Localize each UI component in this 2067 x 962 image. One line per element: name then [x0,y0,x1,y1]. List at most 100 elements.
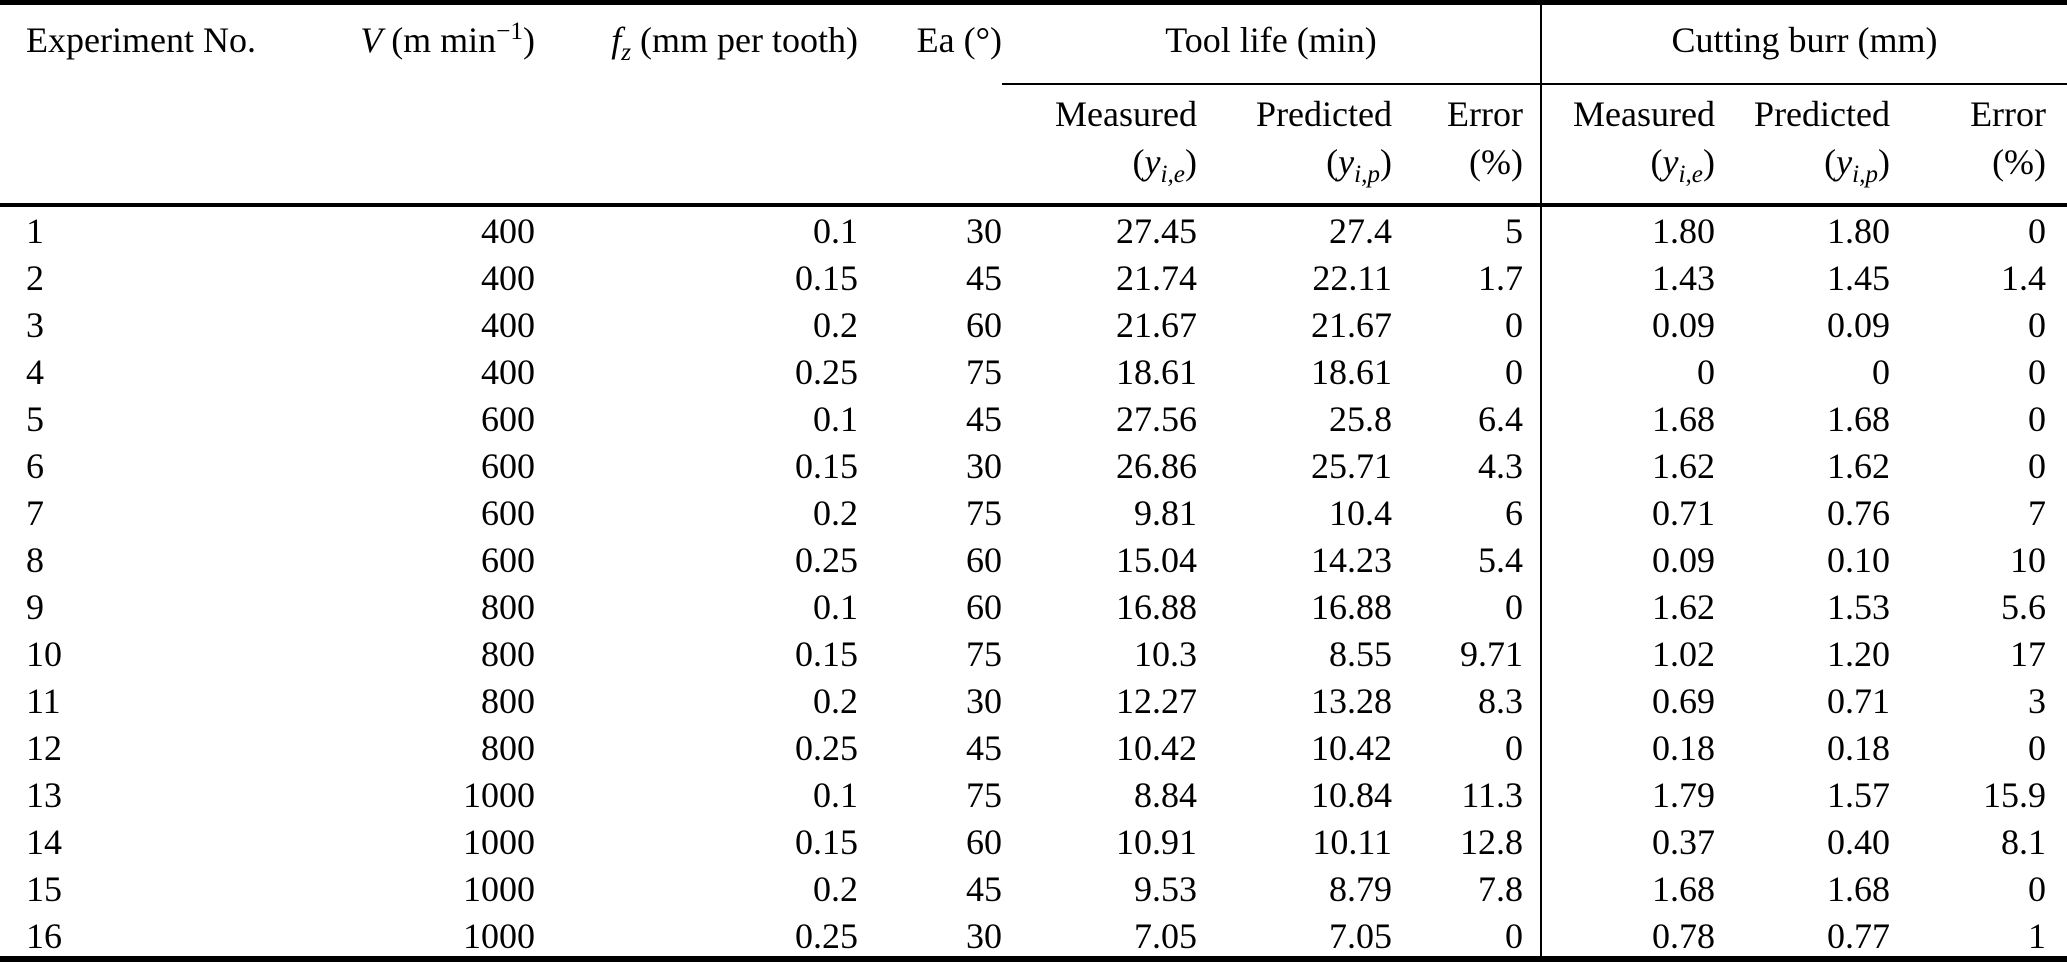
table-row: 10 800 0.15 75 10.3 8.55 9.71 1.02 1.20 17 [0,630,2067,677]
fz-symbol: f [611,20,622,60]
cell-tl-measured: 9.81 [1134,492,1197,533]
math-sub-ie: i,e [1678,161,1703,189]
cell-tl-measured: 8.84 [1134,774,1197,815]
table-row: 3 400 0.2 60 21.67 21.67 0 0.09 0.09 0 [0,301,2067,348]
cell-cb-error: 0 [2028,304,2047,345]
cell-cb-error: 10 [2010,539,2047,580]
cell-tl-measured: 7.05 [1134,915,1197,956]
cell-tl-measured: 26.86 [1116,445,1197,486]
cell-tl-measured: 10.42 [1116,727,1197,768]
cell-tl-measured: 9.53 [1134,868,1197,909]
col-header-ea: Ea (°) [858,2,1002,207]
cell-cb-measured: 0.71 [1652,492,1715,533]
cell-exp-no: 10 [26,633,62,674]
sub-header-cb-measured-label: Measured [1573,94,1715,134]
col-header-experiment-no-label: Experiment No. [26,20,256,60]
cell-cb-predicted: 0.40 [1827,821,1890,862]
math-paren: ( [1326,142,1339,182]
cell-tl-predicted: 7.05 [1329,915,1392,956]
cell-fz: 0.25 [795,539,858,580]
cell-fz: 0.15 [795,821,858,862]
cell-v: 800 [481,727,535,768]
cell-cb-error: 0 [2028,351,2047,392]
cell-tl-predicted: 10.4 [1329,492,1392,533]
sub-header-tl-measured: Measured [1002,84,1197,135]
math-paren: ( [1650,142,1663,182]
cell-ea: 45 [966,398,1002,439]
cell-cb-measured: 1.68 [1652,398,1715,439]
cell-v: 600 [481,539,535,580]
cell-tl-error: 5.4 [1392,536,1542,583]
cell-tl-predicted: 16.88 [1311,586,1392,627]
math-paren: ( [1824,142,1837,182]
cell-tl-error: 6 [1392,489,1542,536]
cell-v: 800 [481,680,535,721]
cell-tl-predicted: 22.11 [1312,257,1392,298]
table-row: 14 1000 0.15 60 10.91 10.11 12.8 0.37 0.40 8.1 [0,818,2067,865]
cell-cb-measured: 0.09 [1652,539,1715,580]
cell-cb-predicted: 1.68 [1827,398,1890,439]
cell-cb-error: 0 [2028,727,2047,768]
table-row: 11 800 0.2 30 12.27 13.28 8.3 0.69 0.71 3 [0,677,2067,724]
header-row-sub-symbols: (yi,e) (yi,p) (%) (yi,e) (yi,p) (%) [0,135,2067,207]
math-paren: ) [1703,142,1715,182]
cell-v: 400 [481,304,535,345]
error-unit-label: (%) [1992,142,2047,182]
cell-cb-predicted: 0.76 [1827,492,1890,533]
sub-header-tl-predicted: Predicted [1197,84,1392,135]
cell-exp-no: 11 [26,680,61,721]
table-row: 6 600 0.15 30 26.86 25.71 4.3 1.62 1.62 0 [0,442,2067,489]
cell-cb-measured: 0 [1697,351,1715,392]
cell-tl-predicted: 10.11 [1312,821,1392,862]
cell-fz: 0.25 [795,727,858,768]
cell-tl-error: 4.3 [1392,442,1542,489]
cell-cb-error: 8.1 [2001,821,2047,862]
cell-fz: 0.2 [813,492,858,533]
v-symbol: V [360,20,383,60]
math-paren: ) [1185,142,1197,182]
cell-exp-no: 3 [26,304,44,345]
cell-fz: 0.2 [813,680,858,721]
cell-ea: 60 [966,304,1002,345]
table-row: 12 800 0.25 45 10.42 10.42 0 0.18 0.18 0 [0,724,2067,771]
cell-v: 1000 [463,868,535,909]
cell-tl-error: 9.71 [1392,630,1542,677]
cell-cb-error: 3 [2028,680,2047,721]
error-unit-label: (%) [1469,142,1523,182]
cell-cb-error: 1.4 [2001,257,2047,298]
sub-header-cb-measured: Measured [1541,84,1715,135]
math-var-y: y [1836,142,1853,182]
cell-cb-measured: 1.02 [1652,633,1715,674]
sub-header-cb-predicted: Predicted [1715,84,1890,135]
cell-v: 600 [481,445,535,486]
cell-ea: 75 [966,351,1002,392]
cell-v: 600 [481,398,535,439]
cell-cb-measured: 1.62 [1652,586,1715,627]
cell-tl-measured: 16.88 [1116,586,1197,627]
math-var-y: y [1338,142,1355,182]
col-header-ea-label: Ea (°) [916,20,1002,60]
cell-tl-error: 11.3 [1392,771,1542,818]
cell-exp-no: 1 [0,203,280,254]
header-row-main: Experiment No. V (m min−1) fz (mm per to… [0,2,2067,207]
cell-exp-no: 4 [26,351,44,392]
cell-cb-measured: 0.37 [1652,821,1715,862]
cell-tl-predicted: 27.4 [1197,203,1392,254]
math-var-y: y [1144,142,1161,182]
cell-cb-predicted: 0.10 [1827,539,1890,580]
cell-v: 800 [481,586,535,627]
math-paren: ( [1132,142,1145,182]
cell-exp-no: 9 [26,586,44,627]
cell-fz: 0.1 [813,774,858,815]
cell-ea: 60 [966,821,1002,862]
cell-exp-no: 16 [26,915,62,956]
cell-tl-predicted: 13.28 [1311,680,1392,721]
cell-tl-predicted: 8.55 [1329,633,1392,674]
sub-header-tl-measured-label: Measured [1055,94,1197,134]
cell-tl-measured: 27.45 [1002,203,1197,254]
table-row: 2 400 0.15 45 21.74 22.11 1.7 1.43 1.45 1.4 [0,254,2067,301]
cell-tl-predicted: 18.61 [1311,351,1392,392]
cell-cb-predicted: 0.71 [1827,680,1890,721]
cell-tl-error: 0 [1392,583,1542,630]
